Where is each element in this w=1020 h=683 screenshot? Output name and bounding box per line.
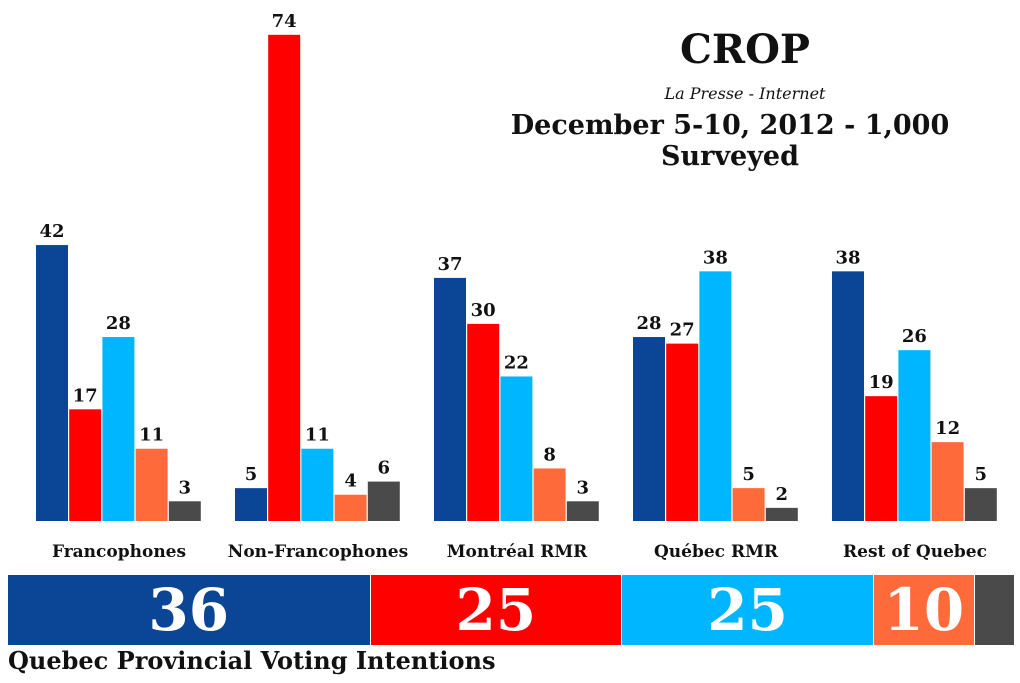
- overall-segment-3: 25: [622, 575, 875, 645]
- bar-value-label: 3: [179, 477, 192, 498]
- bar-value-label: 11: [305, 425, 330, 446]
- bar-value-label: 5: [245, 464, 258, 485]
- bar-1-2: [69, 409, 102, 521]
- bar-5-5: [964, 488, 997, 521]
- bar-4-1: [633, 337, 665, 521]
- bar-value-label: 38: [835, 247, 860, 268]
- overall-segment-5: [974, 575, 1015, 645]
- bar-value-label: 17: [73, 385, 98, 406]
- bar-value-label: 38: [703, 247, 728, 268]
- bar-value-label: 2: [776, 484, 789, 505]
- overall-segment-2: 25: [370, 575, 623, 645]
- bar-4-2: [666, 343, 699, 521]
- bar-4-4: [732, 488, 765, 521]
- bar-5-1: [832, 271, 864, 521]
- bar-value-label: 6: [378, 458, 391, 479]
- bar-value-label: 74: [272, 11, 297, 32]
- survey-dates: December 5-10, 2012 - 1,000 Surveyed: [510, 110, 950, 172]
- bar-2-4: [334, 494, 367, 521]
- bar-value-label: 26: [902, 326, 927, 347]
- bar-value-label: 22: [504, 352, 529, 373]
- bar-5-4: [931, 442, 964, 521]
- bar-4-5: [765, 507, 798, 521]
- bar-3-3: [500, 376, 533, 521]
- bar-5-2: [865, 396, 898, 521]
- bar-2-1: [235, 488, 267, 521]
- bar-value-label: 3: [577, 477, 590, 498]
- bar-3-5: [566, 501, 599, 521]
- bar-3-1: [434, 277, 466, 521]
- bar-value-label: 28: [106, 313, 131, 334]
- bar-value-label: 19: [869, 372, 894, 393]
- overall-segment-1: 36: [8, 575, 371, 645]
- category-label: Non-Francophones: [228, 542, 408, 562]
- bar-value-label: 27: [670, 320, 695, 341]
- category-label: Montréal RMR: [447, 542, 588, 562]
- category-label: Québec RMR: [654, 542, 779, 562]
- bar-value-label: 5: [742, 464, 755, 485]
- bar-value-label: 8: [543, 444, 556, 465]
- bar-value-label: 4: [344, 471, 357, 492]
- chart-title: CROP: [680, 26, 810, 73]
- bar-1-1: [36, 245, 68, 521]
- bar-value-label: 11: [139, 425, 164, 446]
- bar-value-label: 28: [636, 313, 661, 334]
- bar-chart: 421728113Francophones5741146Non-Francoph…: [36, 11, 997, 562]
- bar-5-3: [898, 350, 931, 521]
- category-label: Francophones: [52, 542, 186, 562]
- bar-2-3: [301, 448, 334, 521]
- bar-3-2: [467, 323, 500, 521]
- bar-4-3: [699, 271, 732, 521]
- bar-1-3: [102, 337, 135, 521]
- bar-value-label: 5: [975, 464, 988, 485]
- footer-label: Quebec Provincial Voting Intentions: [8, 646, 496, 675]
- overall-segment-4: 10: [874, 575, 975, 645]
- bar-2-2: [268, 34, 301, 521]
- chart-subtitle: La Presse - Internet: [664, 84, 826, 103]
- bar-value-label: 37: [437, 254, 462, 275]
- bar-1-5: [168, 501, 201, 521]
- bar-value-label: 30: [471, 300, 496, 321]
- bar-value-label: 42: [39, 221, 64, 242]
- bar-1-4: [135, 448, 168, 521]
- bar-3-4: [533, 468, 566, 521]
- bar-2-5: [367, 481, 400, 521]
- overall-stacked-bar: 36 25 25 10: [8, 575, 1015, 645]
- category-label: Rest of Quebec: [843, 542, 987, 562]
- bar-value-label: 12: [935, 418, 960, 439]
